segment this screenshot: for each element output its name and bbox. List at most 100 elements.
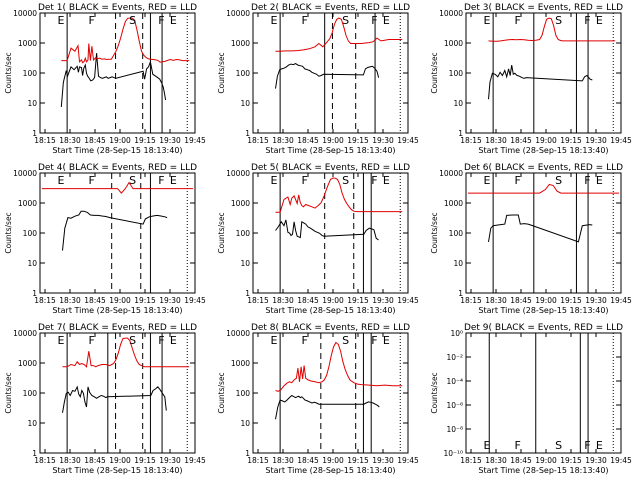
x-tick-label: 18:45 — [84, 136, 106, 145]
segment-marker: F — [371, 174, 377, 187]
segment-marker: E — [57, 174, 64, 187]
segment-marker: E — [170, 14, 177, 27]
x-tick-label: 19:15 — [134, 296, 156, 305]
segment-marker: E — [270, 174, 277, 187]
x-tick-label: 19:30 — [585, 456, 607, 465]
segment-marker: E — [596, 439, 603, 452]
segment-marker: F — [301, 174, 307, 187]
y-axis-label: Counts/sec — [430, 52, 439, 93]
x-tick-label: 19:00 — [535, 136, 557, 145]
series-line-events — [275, 63, 380, 89]
x-axis-label: Start Time (28-Sep-15 18:13:40) — [265, 146, 395, 155]
x-tick-label: 19:15 — [134, 456, 156, 465]
x-tick-label: 19:15 — [134, 136, 156, 145]
x-tick-label: 18:30 — [485, 136, 507, 145]
x-tick-label: 19:30 — [372, 456, 394, 465]
x-tick-label: 19:30 — [159, 296, 181, 305]
x-tick-label: 19:00 — [535, 296, 557, 305]
x-tick-label: 18:30 — [272, 296, 294, 305]
segment-marker: S — [342, 14, 349, 27]
segment-marker: E — [483, 439, 490, 452]
x-tick-label: 19:30 — [372, 296, 394, 305]
x-tick-label: 18:45 — [297, 296, 319, 305]
segment-marker: S — [555, 174, 562, 187]
chart-title: Det 4( BLACK = Events, RED = LLD — [38, 163, 197, 173]
series-line-lld — [275, 17, 403, 52]
chart-title: Det 8( BLACK = Events, RED = LLD — [251, 323, 410, 333]
y-tick-label: 10 — [240, 419, 250, 428]
y-tick-label: 1000 — [231, 359, 250, 368]
y-tick-label: 100 — [236, 389, 251, 398]
y-tick-label: 1 — [458, 129, 463, 138]
y-tick-label: 100 — [23, 389, 38, 398]
x-tick-label: 19:45 — [184, 136, 206, 145]
x-tick-label: 18:15 — [460, 456, 482, 465]
segment-marker: E — [383, 14, 390, 27]
segment-marker: E — [57, 334, 64, 347]
x-tick-label: 19:45 — [610, 296, 632, 305]
segment-marker: F — [158, 334, 164, 347]
segment-marker: F — [158, 174, 164, 187]
x-tick-label: 19:15 — [347, 456, 369, 465]
x-tick-label: 19:00 — [535, 456, 557, 465]
series-line-events — [488, 65, 593, 100]
x-axis-label: Start Time (28-Sep-15 18:13:40) — [265, 466, 395, 475]
x-tick-label: 19:30 — [372, 136, 394, 145]
y-tick-label: 1 — [245, 129, 250, 138]
segment-marker: E — [383, 174, 390, 187]
segment-marker: F — [88, 14, 94, 27]
x-axis-label: Start Time (28-Sep-15 18:13:40) — [52, 466, 182, 475]
x-tick-label: 19:15 — [560, 456, 582, 465]
segment-marker: F — [371, 14, 377, 27]
x-tick-label: 18:15 — [34, 296, 56, 305]
x-tick-label: 19:00 — [109, 456, 131, 465]
segment-marker: S — [129, 174, 136, 187]
x-tick-label: 18:45 — [510, 296, 532, 305]
y-tick-label: 10000 — [13, 169, 37, 178]
plot-frame — [252, 172, 409, 294]
y-tick-label: 100 — [23, 229, 38, 238]
segment-marker: F — [514, 174, 520, 187]
x-axis-label: Start Time (28-Sep-15 18:13:40) — [478, 306, 608, 315]
y-tick-label: 100 — [236, 229, 251, 238]
x-tick-label: 18:15 — [34, 456, 56, 465]
series-line-lld — [62, 337, 190, 368]
x-tick-label: 18:15 — [247, 456, 269, 465]
segment-marker: E — [383, 334, 390, 347]
x-tick-label: 19:00 — [322, 136, 344, 145]
x-tick-label: 18:45 — [510, 456, 532, 465]
x-tick-label: 18:15 — [247, 136, 269, 145]
y-tick-label: 1 — [32, 129, 37, 138]
segment-marker: E — [596, 14, 603, 27]
x-tick-label: 19:15 — [560, 136, 582, 145]
y-tick-label: 1000 — [18, 359, 37, 368]
y-tick-label: 10000 — [13, 329, 37, 338]
y-tick-label: 10000 — [226, 9, 250, 18]
y-axis-label: Counts/sec — [430, 372, 439, 413]
x-tick-label: 18:45 — [297, 456, 319, 465]
y-tick-label: 10⁻⁶ — [446, 401, 463, 410]
y-tick-label: 100 — [236, 69, 251, 78]
segment-marker: F — [158, 14, 164, 27]
x-tick-label: 18:45 — [297, 136, 319, 145]
chart-title: Det 1( BLACK = Events, RED = LLD — [38, 3, 197, 13]
plot-frame — [39, 172, 196, 294]
y-tick-label: 1000 — [231, 39, 250, 48]
series-line-lld — [488, 17, 616, 42]
y-tick-label: 10000 — [439, 9, 463, 18]
y-tick-label: 10⁰ — [450, 329, 463, 338]
segment-marker: S — [342, 174, 349, 187]
x-tick-label: 18:30 — [59, 296, 81, 305]
y-tick-label: 1 — [458, 289, 463, 298]
plot-frame — [39, 12, 196, 134]
chart-title: Det 7( BLACK = Events, RED = LLD — [38, 323, 197, 333]
y-tick-label: 10⁻² — [446, 353, 463, 362]
segment-marker: E — [170, 334, 177, 347]
segment-marker: E — [483, 174, 490, 187]
y-tick-label: 10000 — [439, 169, 463, 178]
y-axis-label: Counts/sec — [217, 372, 226, 413]
series-line-lld — [275, 341, 403, 392]
x-tick-label: 18:30 — [485, 456, 507, 465]
